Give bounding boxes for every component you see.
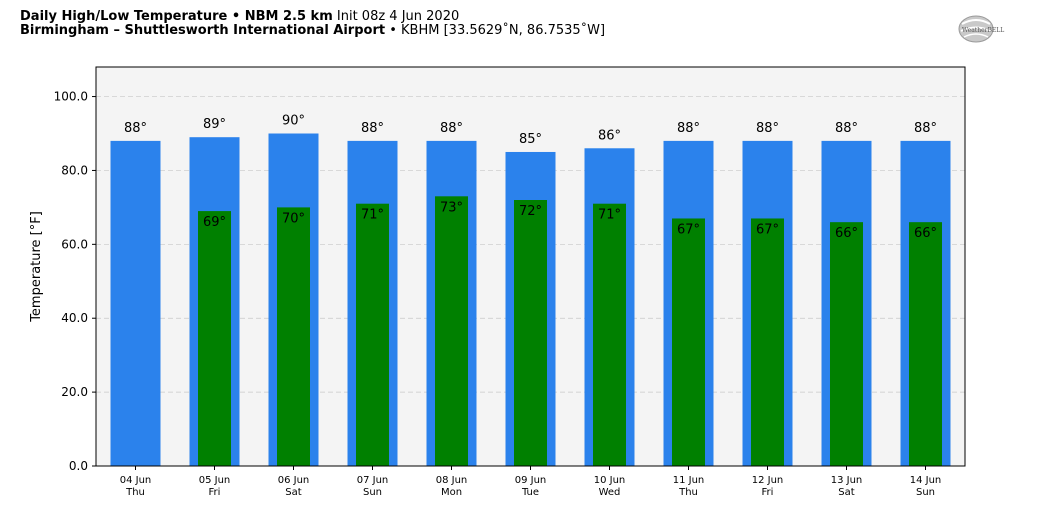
low-temp-label: 73° xyxy=(440,200,463,215)
chart-title: Daily High/Low Temperature • NBM 2.5 km xyxy=(20,9,333,24)
x-tick-date: 07 Jun xyxy=(357,475,389,486)
x-tick-date: 05 Jun xyxy=(199,475,231,486)
x-tick-weekday: Sat xyxy=(285,487,301,498)
y-tick-label: 0.0 xyxy=(69,459,88,473)
low-temp-bar xyxy=(672,218,705,466)
high-temp-label: 90° xyxy=(282,114,305,129)
x-tick-date: 04 Jun xyxy=(120,475,152,486)
low-temp-label: 69° xyxy=(203,215,226,230)
x-tick-weekday: Fri xyxy=(209,487,221,498)
low-temp-bar xyxy=(909,222,942,466)
location-name: Birmingham – Shuttlesworth International… xyxy=(20,23,386,38)
low-bars: 69° 70° 71° 73° 72° 71° 67° 67° 66° 66° xyxy=(198,196,942,467)
low-temp-label: 66° xyxy=(914,226,937,241)
low-temp-label: 67° xyxy=(756,222,779,237)
weatherbell-logo-icon: WeatherBELL xyxy=(958,15,1004,43)
high-temp-label: 86° xyxy=(598,128,621,143)
x-tick-date: 09 Jun xyxy=(515,475,547,486)
x-tick-weekday: Wed xyxy=(599,487,621,498)
high-temp-label: 88° xyxy=(835,121,858,136)
y-axis: 0.0 20.0 40.0 60.0 80.0 100.0 xyxy=(54,90,96,473)
x-tick-weekday: Sun xyxy=(916,487,935,498)
low-temp-bar xyxy=(198,211,231,466)
x-tick-date: 12 Jun xyxy=(752,475,784,486)
high-temp-label: 88° xyxy=(677,121,700,136)
low-temp-label: 72° xyxy=(519,204,542,219)
x-tick-weekday: Thu xyxy=(678,487,698,498)
high-temp-label: 89° xyxy=(203,117,226,132)
low-temp-bar xyxy=(830,222,863,466)
x-tick-date: 10 Jun xyxy=(594,475,626,486)
init-time: Init 08z 4 Jun 2020 xyxy=(336,9,460,24)
x-tick-weekday: Tue xyxy=(521,487,539,498)
x-tick-date: 06 Jun xyxy=(278,475,310,486)
y-tick-label: 60.0 xyxy=(61,237,88,251)
x-tick-date: 08 Jun xyxy=(436,475,468,486)
low-temp-label: 70° xyxy=(282,211,305,226)
high-temp-label: 88° xyxy=(756,121,779,136)
x-tick-date: 14 Jun xyxy=(910,475,942,486)
high-temp-label: 88° xyxy=(440,121,463,136)
x-tick-date: 11 Jun xyxy=(673,475,705,486)
low-temp-label: 66° xyxy=(835,226,858,241)
high-temp-bar xyxy=(110,140,161,466)
y-axis-label: Temperature [°F] xyxy=(29,211,44,323)
low-temp-bar xyxy=(593,203,626,466)
y-tick-label: 100.0 xyxy=(54,90,88,104)
logo-text: WeatherBELL xyxy=(962,27,1004,34)
low-temp-label: 67° xyxy=(677,222,700,237)
x-tick-weekday: Sun xyxy=(363,487,382,498)
y-tick-label: 80.0 xyxy=(61,163,88,177)
x-tick-weekday: Sat xyxy=(838,487,854,498)
y-tick-label: 20.0 xyxy=(61,385,88,399)
low-temp-bar xyxy=(514,200,547,466)
high-temp-label: 88° xyxy=(361,121,384,136)
location-line: Birmingham – Shuttlesworth International… xyxy=(20,23,605,38)
x-tick-date: 13 Jun xyxy=(831,475,863,486)
y-tick-label: 40.0 xyxy=(61,311,88,325)
low-temp-bar xyxy=(277,207,310,466)
x-tick-weekday: Thu xyxy=(125,487,145,498)
x-tick-weekday: Mon xyxy=(441,487,462,498)
low-temp-bar xyxy=(356,203,389,466)
low-temp-bar xyxy=(751,218,784,466)
high-temp-label: 85° xyxy=(519,132,542,147)
low-temp-bar xyxy=(435,196,468,467)
station-info: • KBHM [33.5629˚N, 86.7535˚W] xyxy=(389,23,606,38)
high-temp-label: 88° xyxy=(914,121,937,136)
x-tick-weekday: Fri xyxy=(762,487,774,498)
low-temp-label: 71° xyxy=(598,208,621,223)
high-temp-label: 88° xyxy=(124,121,147,136)
chart-title-line: Daily High/Low Temperature • NBM 2.5 km … xyxy=(20,9,459,24)
low-temp-label: 71° xyxy=(361,208,384,223)
